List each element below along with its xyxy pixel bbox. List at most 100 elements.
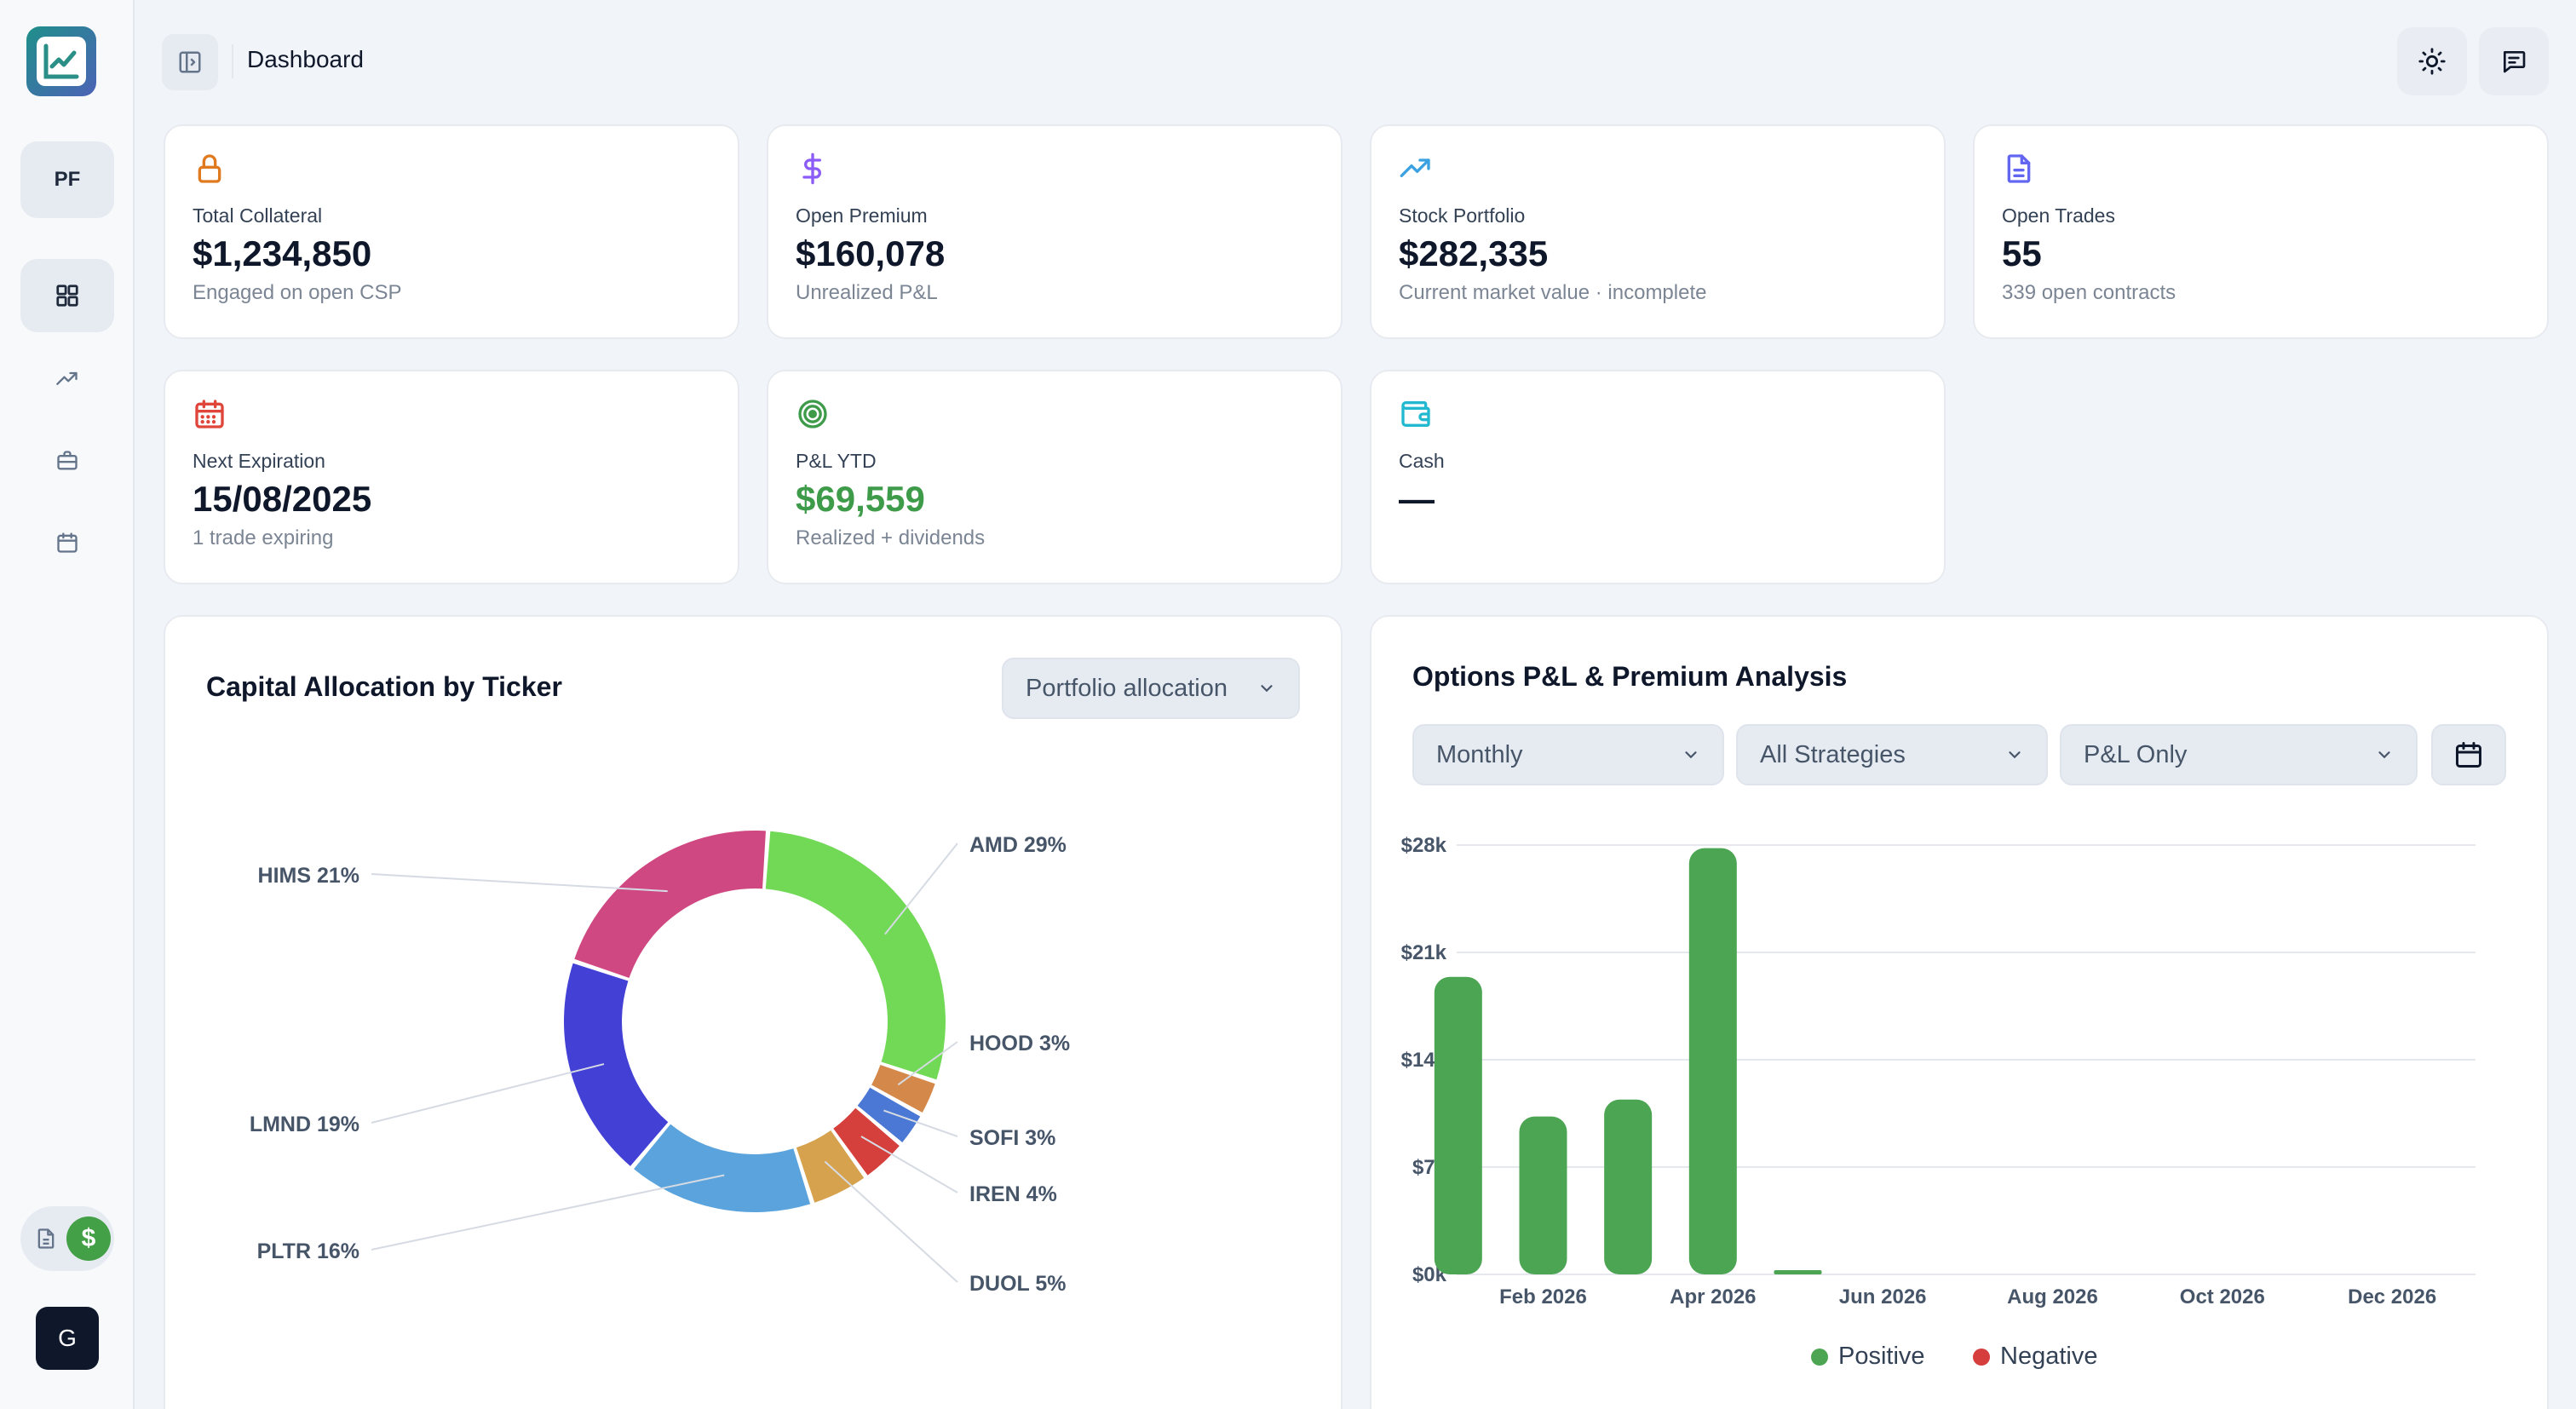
- donut-leader-line: [897, 1041, 958, 1086]
- legend-negative-label: Negative: [2000, 1343, 2098, 1370]
- chevron-down-icon: [1685, 751, 1697, 759]
- stat-value: —: [1399, 479, 1435, 519]
- donut-label-iren: IREN 4%: [969, 1182, 1057, 1206]
- strategy-select-value: All Strategies: [1760, 740, 1906, 768]
- period-select[interactable]: Monthly: [1412, 724, 1724, 785]
- calendar-icon: [2456, 742, 2481, 768]
- trending-up-icon: [56, 371, 78, 385]
- y-tick-label: $21k: [1401, 941, 1447, 964]
- allocation-select[interactable]: Portfolio allocation: [1002, 658, 1300, 719]
- user-initial: G: [58, 1325, 77, 1351]
- stat-value: $1,234,850: [193, 233, 372, 273]
- donut-label-duol: DUOL 5%: [969, 1272, 1066, 1296]
- mode-toggle[interactable]: $: [20, 1206, 114, 1271]
- allocation-title: Capital Allocation by Ticker: [206, 671, 562, 702]
- legend-negative[interactable]: Negative: [1973, 1343, 2097, 1371]
- x-tick-label: Feb 2026: [1499, 1285, 1587, 1308]
- nav-calendar[interactable]: [20, 506, 114, 579]
- stat-card: P&L YTD $69,559 Realized + dividends: [767, 370, 1343, 584]
- x-tick-label: Apr 2026: [1670, 1285, 1756, 1308]
- donut-slice-sofi[interactable]: [857, 1087, 921, 1142]
- sun-icon: [2418, 48, 2446, 75]
- view-select[interactable]: P&L Only: [2060, 724, 2418, 785]
- header-divider: [232, 44, 233, 78]
- legend-positive-label: Positive: [1838, 1343, 1925, 1370]
- dashboard-grid-icon: [56, 285, 78, 307]
- options-pnl-panel: Options P&L & Premium Analysis Monthly A…: [1370, 615, 2549, 1409]
- donut-slice-pltr[interactable]: [634, 1124, 811, 1212]
- donut-label-sofi: SOFI 3%: [969, 1126, 1055, 1150]
- logo-chart-icon: [37, 37, 86, 86]
- stat-card: Total Collateral $1,234,850 Engaged on o…: [164, 124, 739, 339]
- bar-jan-2026[interactable]: [1434, 976, 1482, 1274]
- sidebar-toggle-button[interactable]: [162, 34, 218, 90]
- donut-slice-iren[interactable]: [833, 1107, 900, 1176]
- legend-negative-swatch: [1973, 1348, 1990, 1366]
- stat-label: Open Premium: [796, 204, 928, 227]
- app-logo[interactable]: [26, 26, 96, 96]
- donut-leader-line: [883, 1109, 958, 1137]
- calendar-icon: [57, 532, 78, 553]
- chevron-down-icon: [2009, 751, 2021, 759]
- period-select-value: Monthly: [1436, 740, 1523, 768]
- target-icon: [798, 400, 827, 428]
- donut-leader-line: [371, 1063, 605, 1124]
- x-tick-label: Dec 2026: [2348, 1285, 2436, 1308]
- stat-subtext: Engaged on open CSP: [193, 281, 402, 304]
- chevron-down-icon: [2378, 751, 2390, 759]
- nav-performance[interactable]: [20, 342, 114, 416]
- stat-label: Stock Portfolio: [1399, 204, 1526, 227]
- allocation-panel: Capital Allocation by Ticker Portfolio a…: [164, 615, 1343, 1409]
- stat-subtext: 339 open contracts: [2002, 281, 2176, 304]
- stat-label: P&L YTD: [796, 450, 877, 472]
- donut-slice-amd[interactable]: [765, 831, 946, 1080]
- profile-initials: PF: [54, 168, 81, 191]
- donut-slice-hims[interactable]: [574, 831, 766, 978]
- feedback-button[interactable]: [2479, 27, 2549, 95]
- profile-switcher[interactable]: PF: [20, 141, 114, 218]
- x-tick-label: Aug 2026: [2007, 1285, 2098, 1308]
- stat-card: Next Expiration 15/08/2025 1 trade expir…: [164, 370, 739, 584]
- sidebar-toggle-icon: [179, 51, 201, 73]
- bar-feb-2026[interactable]: [1519, 1116, 1567, 1274]
- theme-toggle-button[interactable]: [2397, 27, 2467, 95]
- stat-value: $69,559: [796, 479, 925, 519]
- view-select-value: P&L Only: [2084, 740, 2188, 768]
- donut-leader-line: [884, 843, 958, 935]
- stat-label: Next Expiration: [193, 450, 325, 472]
- user-avatar[interactable]: G: [36, 1307, 99, 1370]
- stat-label: Cash: [1399, 450, 1445, 472]
- stat-label: Total Collateral: [193, 204, 323, 227]
- stat-subtext: 1 trade expiring: [193, 526, 334, 549]
- page-title: Dashboard: [247, 46, 364, 72]
- nav-dashboard[interactable]: [20, 259, 114, 332]
- bar-apr-2026[interactable]: [1688, 848, 1737, 1274]
- bar-may-2026[interactable]: [1774, 1270, 1822, 1274]
- donut-slice-hood[interactable]: [871, 1065, 935, 1113]
- wallet-icon: [1401, 401, 1430, 427]
- donut-leader-line: [371, 873, 668, 893]
- allocation-donut-chart: AMD 29% HOOD 3% SOFI 3% IREN 4% DUOL 5% PLTR …: [250, 831, 1070, 1296]
- lock-icon: [198, 154, 221, 183]
- allocation-select-value: Portfolio allocation: [1026, 674, 1228, 702]
- bar-mar-2026[interactable]: [1604, 1099, 1653, 1274]
- date-range-button[interactable]: [2431, 724, 2506, 785]
- stat-value: $282,335: [1399, 233, 1549, 273]
- stat-card: Open Trades 55 339 open contracts: [1973, 124, 2549, 339]
- donut-label-hood: HOOD 3%: [969, 1032, 1070, 1055]
- donut-slice-lmnd[interactable]: [564, 963, 669, 1166]
- nav-portfolio[interactable]: [20, 424, 114, 497]
- y-tick-label: $28k: [1401, 834, 1447, 857]
- donut-label-lmnd: LMND 19%: [250, 1113, 359, 1136]
- stat-card: Stock Portfolio $282,335 Current market …: [1370, 124, 1946, 339]
- stat-card: Open Premium $160,078 Unrealized P&L: [767, 124, 1343, 339]
- legend-positive[interactable]: Positive: [1811, 1343, 1925, 1371]
- options-title: Options P&L & Premium Analysis: [1412, 661, 1848, 692]
- legend-positive-swatch: [1811, 1348, 1828, 1366]
- stat-value: $160,078: [796, 233, 946, 273]
- briefcase-icon: [57, 451, 78, 470]
- stat-label: Open Trades: [2002, 204, 2115, 227]
- x-tick-label: Oct 2026: [2180, 1285, 2265, 1308]
- strategy-select[interactable]: All Strategies: [1736, 724, 2048, 785]
- trending-up-icon: [1400, 158, 1430, 177]
